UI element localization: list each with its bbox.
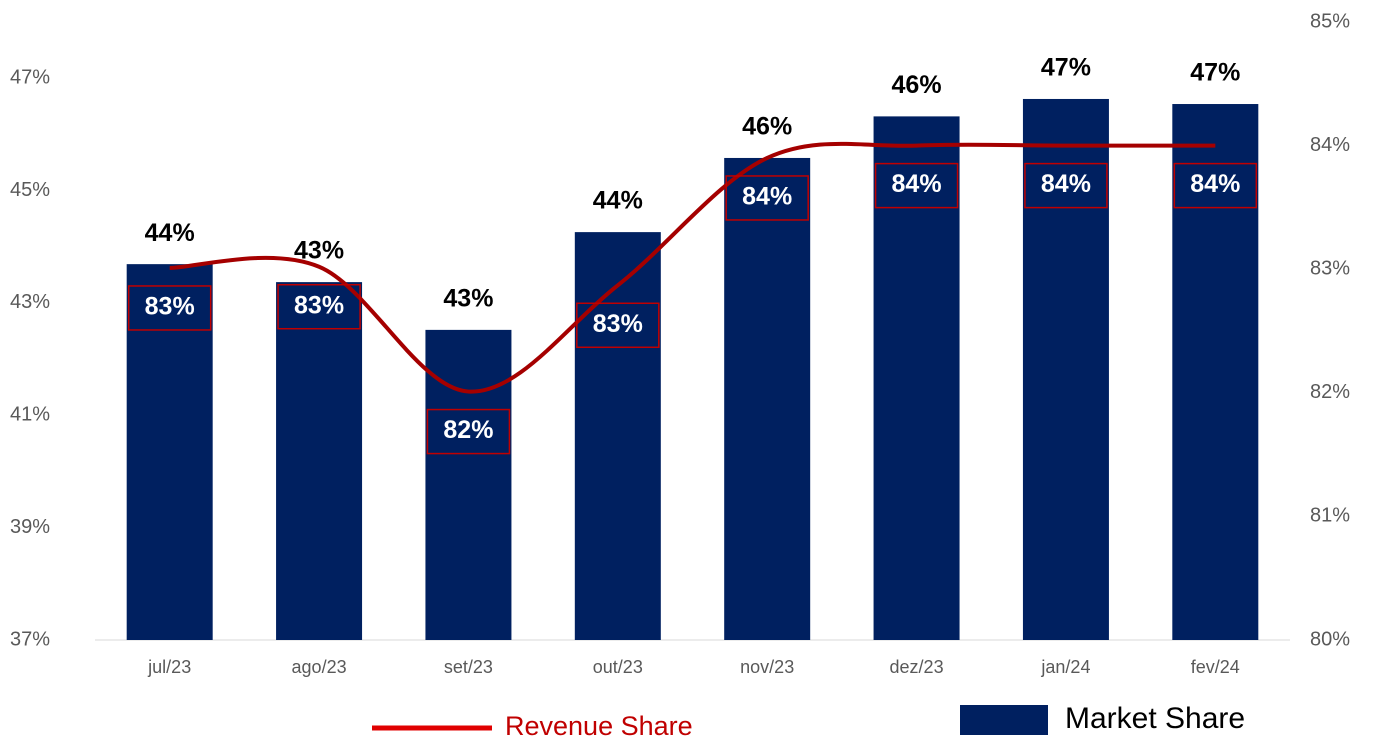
x-tick-label: set/23: [444, 657, 493, 677]
y2-tick-label: 82%: [1310, 381, 1350, 403]
line-value-label: 84%: [892, 170, 942, 198]
line-value-label: 82%: [443, 416, 493, 444]
bar: [126, 264, 213, 640]
legend-swatch: [960, 705, 1048, 735]
x-tick-label: ago/23: [292, 657, 347, 677]
x-tick-label: fev/24: [1191, 657, 1240, 677]
y2-tick-label: 83%: [1310, 257, 1350, 279]
bar: [873, 116, 960, 641]
line-label-box: [426, 408, 511, 455]
y2-tick-label: 80%: [1310, 628, 1350, 650]
line-label-box: [725, 175, 809, 221]
bar-value-label: 47%: [1041, 54, 1091, 82]
y-tick-label: 45%: [10, 179, 50, 201]
line-value-label: 83%: [294, 291, 344, 319]
x-tick-label: dez/23: [890, 657, 944, 677]
y-tick-label: 41%: [10, 404, 50, 426]
line-label-box: [1024, 162, 1108, 209]
line-value-label: 84%: [1190, 170, 1240, 198]
x-tick-label: nov/23: [740, 657, 794, 677]
y2-tick-label: 84%: [1310, 134, 1350, 156]
x-tick-label: out/23: [593, 657, 643, 677]
y-tick-label: 43%: [10, 291, 50, 313]
x-tick-label: jul/23: [147, 657, 191, 677]
bar: [724, 157, 811, 640]
bar: [1172, 104, 1259, 640]
line: [169, 141, 1216, 394]
line-value-label: 83%: [145, 293, 195, 321]
legend-label: Market Share: [1065, 702, 1245, 735]
line-label-box: [277, 283, 361, 330]
bar-value-label: 47%: [1190, 59, 1240, 87]
bar-value-label: 46%: [892, 71, 942, 99]
y-tick-label: 39%: [10, 516, 50, 538]
line-value-label: 84%: [742, 183, 792, 211]
y-tick-label: 37%: [10, 628, 50, 650]
bar: [425, 329, 512, 640]
bar: [574, 232, 661, 640]
y2-tick-label: 81%: [1310, 505, 1350, 527]
bar-value-label: 46%: [742, 113, 792, 141]
bar-value-label: 43%: [443, 284, 493, 312]
bar-value-label: 44%: [593, 187, 643, 215]
line-value-label: 84%: [1041, 170, 1091, 198]
line-value-label: 83%: [593, 310, 643, 338]
x-tick-label: jan/24: [1040, 657, 1090, 677]
legend-label: Revenue Share: [505, 711, 693, 741]
bar: [1022, 98, 1109, 640]
line-label-box: [1173, 162, 1258, 209]
line-label-box: [127, 285, 212, 331]
bar-value-label: 44%: [145, 219, 195, 247]
line-label-box: [576, 302, 660, 349]
y-tick-label: 47%: [10, 66, 50, 88]
line-label-box: [874, 162, 959, 209]
y2-tick-label: 85%: [1310, 10, 1350, 32]
bar: [276, 282, 363, 640]
